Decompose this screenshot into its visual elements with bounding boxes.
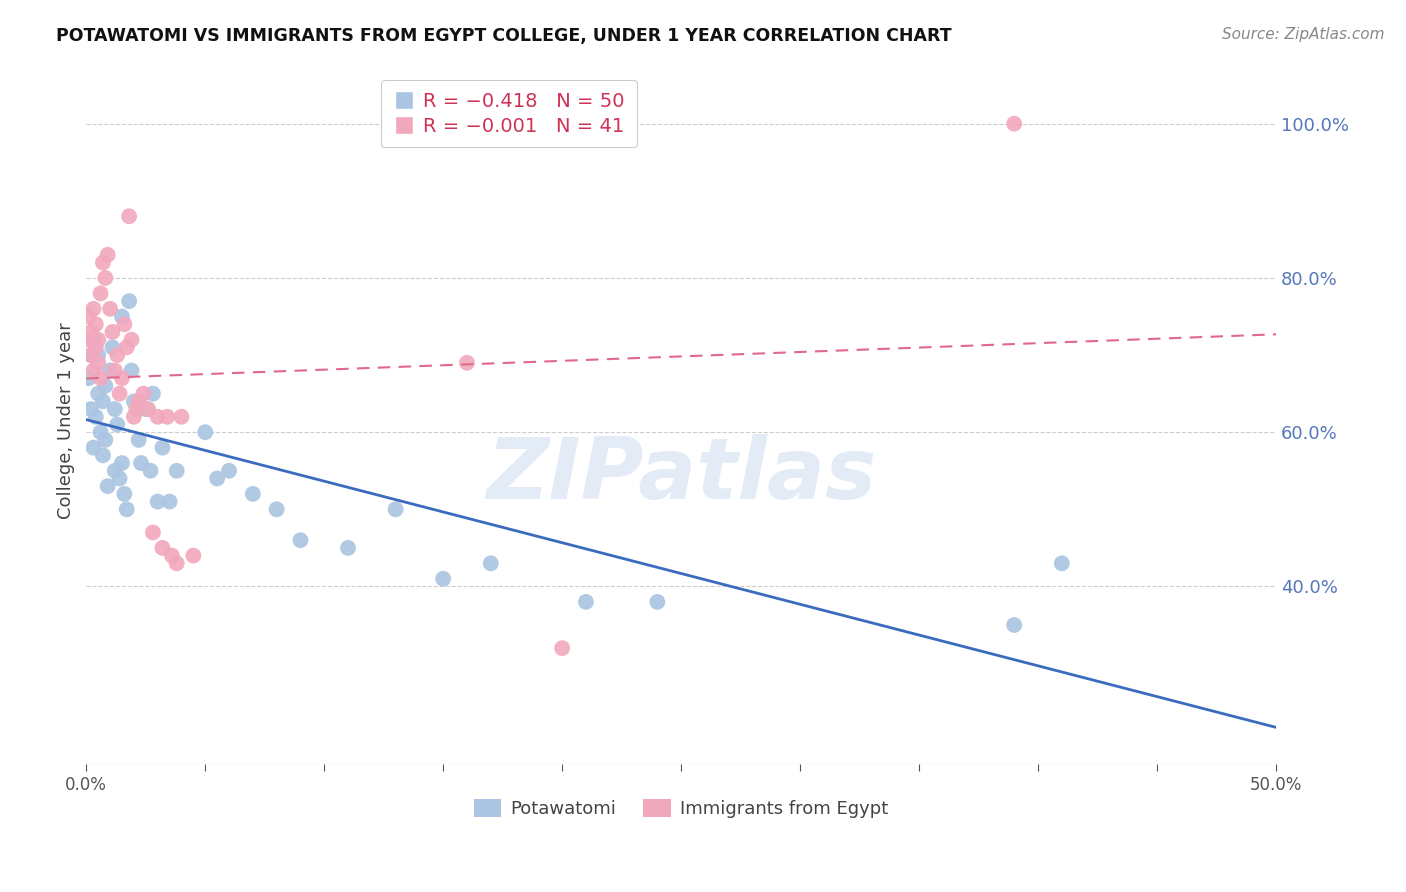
Point [115, 340, 138, 354]
Point [80, 402, 103, 417]
Point [337, 541, 360, 555]
Point [129, 456, 152, 470]
Point [112, 487, 135, 501]
Point [108, 471, 131, 485]
Point [90, 425, 112, 440]
Point [160, 549, 183, 563]
Point [156, 409, 179, 424]
Point [132, 386, 155, 401]
Point [115, 502, 138, 516]
Text: Source: ZipAtlas.com: Source: ZipAtlas.com [1222, 27, 1385, 42]
Point [242, 487, 264, 501]
Point [194, 425, 217, 440]
Point [205, 471, 228, 485]
Point [125, 402, 148, 417]
Point [87, 356, 110, 370]
Point [94, 379, 117, 393]
Point [80, 348, 103, 362]
Point [82, 333, 104, 347]
Point [128, 433, 150, 447]
Point [91, 448, 114, 462]
Point [121, 363, 143, 377]
Point [432, 572, 454, 586]
Point [384, 502, 406, 516]
Point [136, 402, 159, 417]
Point [90, 286, 112, 301]
Point [152, 541, 174, 555]
Point [90, 371, 112, 385]
Point [87, 333, 110, 347]
Point [647, 595, 669, 609]
Point [118, 294, 141, 309]
Point [266, 502, 288, 516]
Point [1002, 117, 1025, 131]
Point [77, 310, 100, 324]
Point [97, 248, 120, 262]
Point [104, 363, 127, 377]
Point [104, 464, 127, 478]
Point [105, 417, 128, 432]
Point [84, 317, 107, 331]
Text: POTAWATOMI VS IMMIGRANTS FROM EGYPT COLLEGE, UNDER 1 YEAR CORRELATION CHART: POTAWATOMI VS IMMIGRANTS FROM EGYPT COLL… [56, 27, 952, 45]
Point [135, 402, 157, 417]
Point [218, 464, 240, 478]
Point [183, 549, 205, 563]
Point [82, 363, 104, 377]
Point [146, 494, 169, 508]
Point [80, 325, 103, 339]
Legend: Potawatomi, Immigrants from Egypt: Potawatomi, Immigrants from Egypt [470, 793, 893, 823]
Point [142, 525, 165, 540]
Point [118, 209, 141, 223]
Point [170, 409, 193, 424]
Point [91, 255, 114, 269]
Point [1002, 618, 1025, 632]
Point [101, 340, 124, 354]
Point [121, 333, 143, 347]
Point [87, 386, 110, 401]
Point [98, 363, 121, 377]
Point [84, 409, 107, 424]
Point [104, 402, 127, 417]
Point [82, 441, 104, 455]
Point [456, 356, 478, 370]
Point [111, 371, 134, 385]
Point [77, 333, 100, 347]
Point [108, 386, 131, 401]
Text: ZIPatlas: ZIPatlas [486, 434, 876, 517]
Point [152, 441, 174, 455]
Point [575, 595, 598, 609]
Point [77, 371, 100, 385]
Point [1050, 557, 1073, 571]
Point [146, 409, 169, 424]
Point [111, 456, 134, 470]
Point [98, 301, 121, 316]
Point [80, 348, 103, 362]
Point [122, 394, 145, 409]
Point [112, 317, 135, 331]
Point [290, 533, 312, 548]
Point [159, 494, 181, 508]
Point [122, 409, 145, 424]
Point [128, 394, 150, 409]
Point [87, 348, 110, 362]
Point [101, 325, 124, 339]
Point [166, 557, 188, 571]
Point [94, 433, 117, 447]
Y-axis label: College, Under 1 year: College, Under 1 year [58, 322, 75, 519]
Point [82, 301, 104, 316]
Point [142, 386, 165, 401]
Point [94, 271, 117, 285]
Point [111, 310, 134, 324]
Point [166, 464, 188, 478]
Point [105, 348, 128, 362]
Point [91, 394, 114, 409]
Point [139, 464, 162, 478]
Point [84, 340, 107, 354]
Point [551, 641, 574, 656]
Point [97, 479, 120, 493]
Point [479, 557, 502, 571]
